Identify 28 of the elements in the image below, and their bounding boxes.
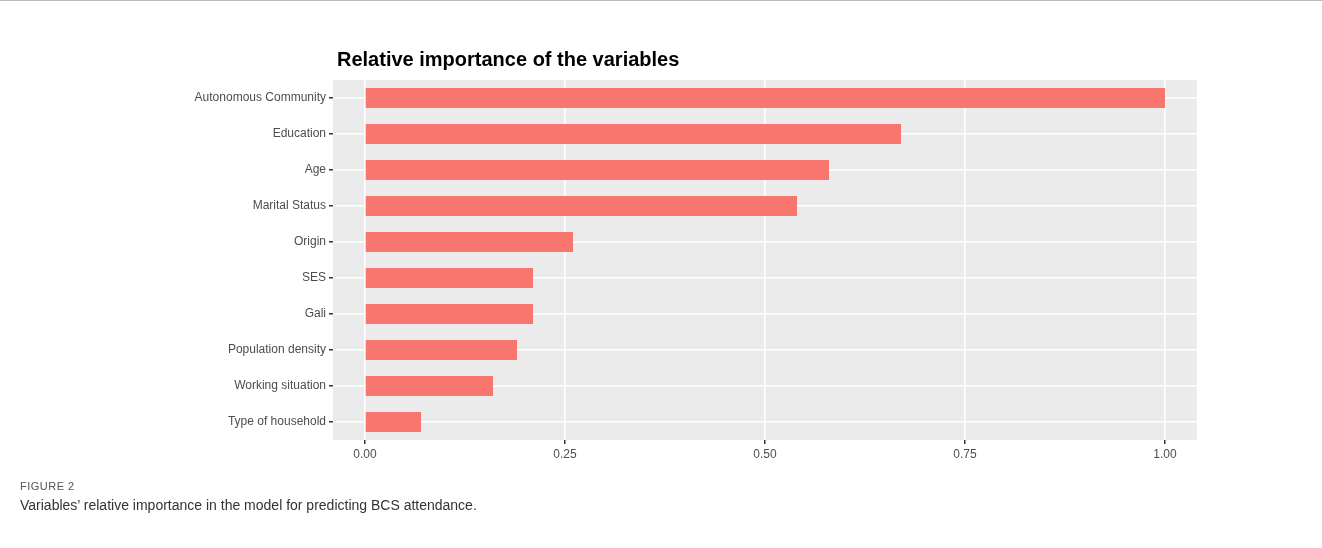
bar	[365, 196, 797, 216]
x-tick-label: 0.00	[353, 446, 377, 461]
y-tick-label: Origin	[293, 234, 326, 249]
y-tick-label: Education	[272, 126, 326, 141]
y-tick-label: Type of household	[227, 414, 326, 429]
bar	[365, 340, 517, 360]
bar	[365, 268, 533, 288]
bar	[365, 376, 493, 396]
chart-title: Relative importance of the variables	[337, 48, 680, 70]
bar	[365, 88, 1165, 108]
bar	[365, 124, 901, 144]
y-tick-label: Age	[304, 162, 327, 177]
x-tick-label: 0.25	[553, 446, 577, 461]
x-tick-label: 0.75	[953, 446, 977, 461]
y-tick-label: Working situation	[234, 378, 326, 393]
bar	[365, 232, 573, 252]
y-tick-label: Autonomous Community	[194, 90, 326, 105]
y-tick-label: Marital Status	[252, 198, 326, 213]
y-tick-label: Gali	[304, 306, 326, 321]
y-tick-label: Population density	[227, 342, 326, 357]
x-tick-label: 1.00	[1153, 446, 1177, 461]
x-tick-label: 0.50	[753, 446, 777, 461]
bar	[365, 304, 533, 324]
bar	[365, 412, 421, 432]
caption: FIGURE 2	[20, 480, 75, 492]
text: Variables’ relative importance in the model for predicting BCS attendance.	[20, 497, 477, 513]
y-tick-label: SES	[301, 270, 326, 285]
bar	[365, 160, 829, 180]
